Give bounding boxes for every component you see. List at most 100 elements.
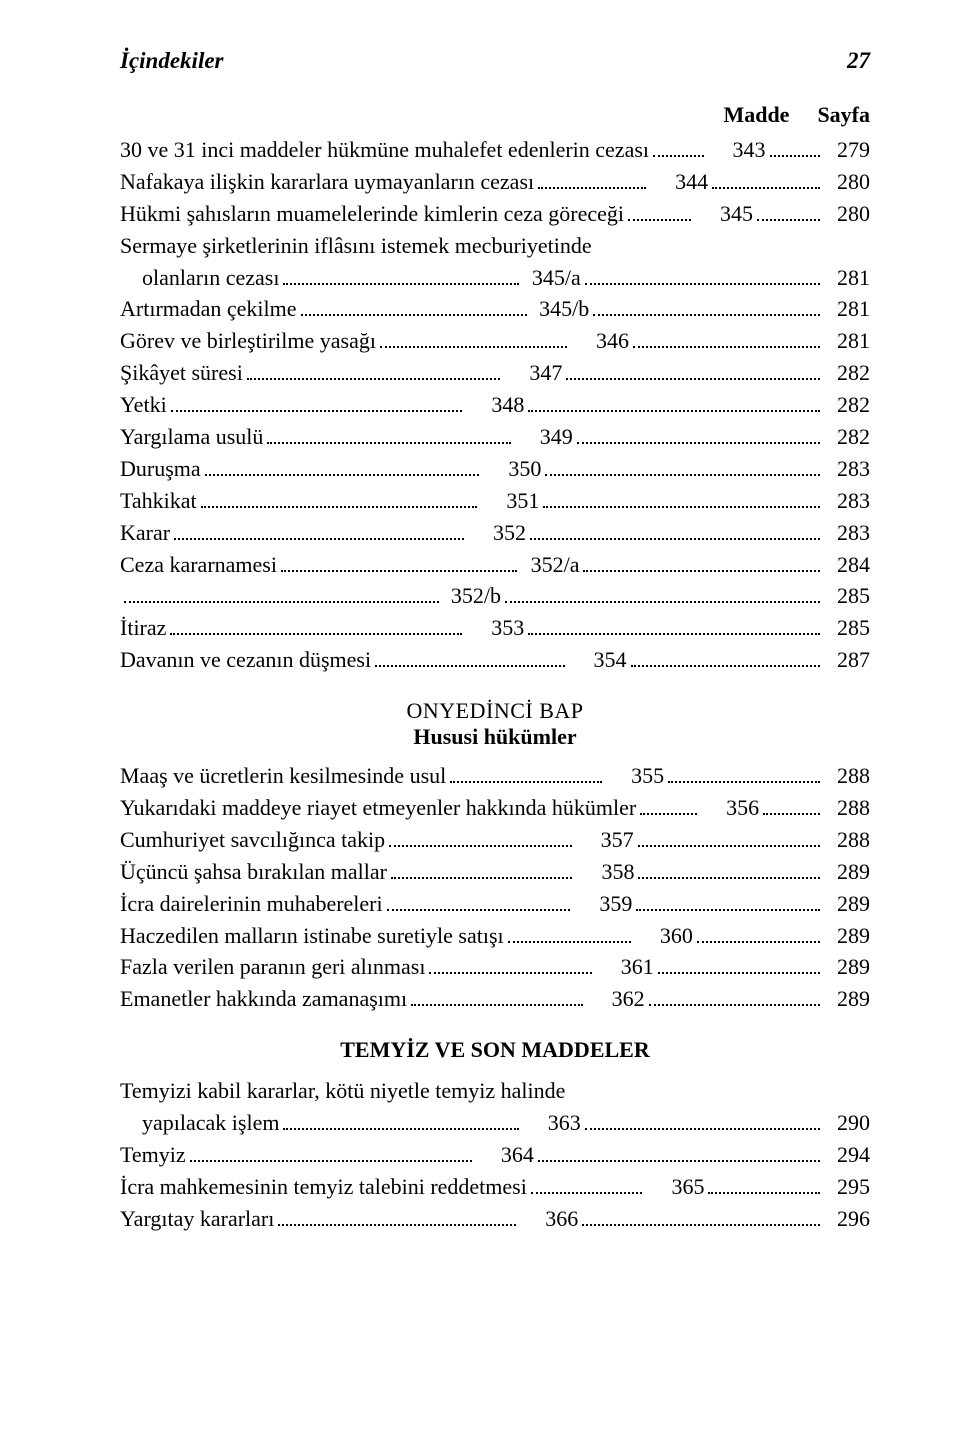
leader-dots	[380, 346, 567, 348]
section-heading: ONYEDİNCİ BAPHususi hükümler	[120, 698, 870, 750]
toc-title: Temyizi kabil kararlar, kötü niyetle tem…	[120, 1075, 565, 1107]
leader-dots	[247, 378, 501, 380]
toc-entry: Temyiz364294	[120, 1139, 870, 1171]
toc-entry: Yargıtay kararları366296	[120, 1203, 870, 1235]
leader-dots	[411, 1004, 582, 1006]
toc-entry: Nafakaya ilişkin kararlara uymayanların …	[120, 166, 870, 198]
leader-dots	[375, 665, 564, 667]
leader-dots	[429, 972, 591, 974]
toc-madde: 351	[481, 485, 539, 517]
header-page-number: 27	[847, 48, 870, 74]
toc-title: Görev ve birleştirilme yasağı	[120, 325, 376, 357]
toc-entry: olanların cezası345/a281	[120, 262, 870, 294]
leader-dots	[763, 813, 820, 815]
toc-sayfa: 289	[824, 856, 870, 888]
toc-madde: 352	[468, 517, 526, 549]
toc-madde: 363	[523, 1107, 581, 1139]
toc-madde: 346	[571, 325, 629, 357]
toc-madde: 358	[576, 856, 634, 888]
toc-madde: 345	[695, 198, 753, 230]
leader-dots	[668, 781, 820, 783]
toc-madde: 347	[504, 357, 562, 389]
toc-entry: Yetki 348 282	[120, 389, 870, 421]
toc-sayfa: 289	[824, 951, 870, 983]
leader-dots	[190, 1160, 472, 1162]
leader-dots	[545, 474, 820, 476]
toc-sayfa: 280	[824, 166, 870, 198]
leader-dots	[301, 314, 528, 316]
leader-dots	[638, 877, 820, 879]
toc-entry: Yukarıdaki maddeye riayet etmeyenler hak…	[120, 792, 870, 824]
toc-title: İcra dairelerinin muhabereleri	[120, 888, 383, 920]
leader-dots	[653, 155, 704, 157]
toc-madde: 362	[587, 983, 645, 1015]
toc-madde: 364	[476, 1139, 534, 1171]
toc-madde: 352/b	[443, 580, 501, 612]
toc-title: Yetki	[120, 389, 167, 421]
toc-madde: 344	[650, 166, 708, 198]
toc-sayfa: 285	[824, 612, 870, 644]
toc-title: Yargıtay kararları	[120, 1203, 274, 1235]
leader-dots	[389, 845, 571, 847]
toc-title: Tahkikat	[120, 485, 197, 517]
toc-title: yapılacak işlem	[120, 1107, 279, 1139]
toc-entry: Hükmi şahısların muamelelerinde kimlerin…	[120, 198, 870, 230]
leader-dots	[528, 410, 820, 412]
toc-sayfa: 280	[824, 198, 870, 230]
toc-title: Yukarıdaki maddeye riayet etmeyenler hak…	[120, 792, 636, 824]
toc-title: İcra mahkemesinin temyiz talebini reddet…	[120, 1171, 527, 1203]
toc-madde: 361	[596, 951, 654, 983]
toc-sayfa: 283	[824, 453, 870, 485]
toc-sayfa: 289	[824, 920, 870, 952]
toc-container: 30 ve 31 inci maddeler hükmüne muhalefet…	[120, 134, 870, 1235]
leader-dots	[538, 187, 646, 189]
toc-madde: 348	[466, 389, 524, 421]
leader-dots	[658, 972, 820, 974]
toc-madde: 357	[576, 824, 634, 856]
toc-title: Emanetler hakkında zamanaşımı	[120, 983, 407, 1015]
leader-dots	[387, 909, 571, 911]
toc-entry: Şikâyet süresi347282	[120, 357, 870, 389]
toc-title: Maaş ve ücretlerin kesilmesinde usul	[120, 760, 446, 792]
toc-madde: 353	[466, 612, 524, 644]
toc-entry: Yargılama usulü349282	[120, 421, 870, 453]
leader-dots	[638, 845, 820, 847]
toc-madde: 345/b	[531, 293, 589, 325]
toc-madde: 343	[708, 134, 766, 166]
leader-dots	[633, 346, 820, 348]
leader-dots	[205, 474, 480, 476]
leader-dots	[281, 570, 518, 572]
toc-madde: 350	[483, 453, 541, 485]
toc-sayfa: 283	[824, 485, 870, 517]
leader-dots	[170, 633, 462, 635]
toc-madde: 355	[606, 760, 664, 792]
toc-sayfa: 288	[824, 792, 870, 824]
leader-dots	[450, 781, 602, 783]
toc-title: Temyiz	[120, 1139, 186, 1171]
toc-sayfa: 282	[824, 357, 870, 389]
toc-madde: 345/a	[523, 262, 581, 294]
toc-sayfa: 282	[824, 421, 870, 453]
toc-sayfa: 289	[824, 888, 870, 920]
leader-dots	[631, 665, 820, 667]
page-header: İçindekiler 27	[120, 48, 870, 74]
toc-sayfa: 282	[824, 389, 870, 421]
toc-title: Ceza kararnamesi	[120, 549, 277, 581]
toc-title: Duruşma	[120, 453, 201, 485]
toc-entry: yapılacak işlem 363 290	[120, 1107, 870, 1139]
leader-dots	[528, 633, 820, 635]
toc-entry: Maaş ve ücretlerin kesilmesinde usul3552…	[120, 760, 870, 792]
toc-sayfa: 290	[824, 1107, 870, 1139]
leader-dots	[577, 442, 820, 444]
toc-entry: Artırmadan çekilme345/b281	[120, 293, 870, 325]
toc-entry: 30 ve 31 inci maddeler hükmüne muhalefet…	[120, 134, 870, 166]
toc-madde: 365	[646, 1171, 704, 1203]
leader-dots	[391, 877, 573, 879]
leader-dots	[712, 187, 820, 189]
leader-dots	[697, 941, 820, 943]
leader-dots	[708, 1192, 820, 1194]
leader-dots	[505, 601, 820, 603]
toc-entry: Tahkikat 351 283	[120, 485, 870, 517]
leader-dots	[582, 1224, 820, 1226]
toc-entry: Sermaye şirketlerinin iflâsını istemek m…	[120, 230, 870, 262]
